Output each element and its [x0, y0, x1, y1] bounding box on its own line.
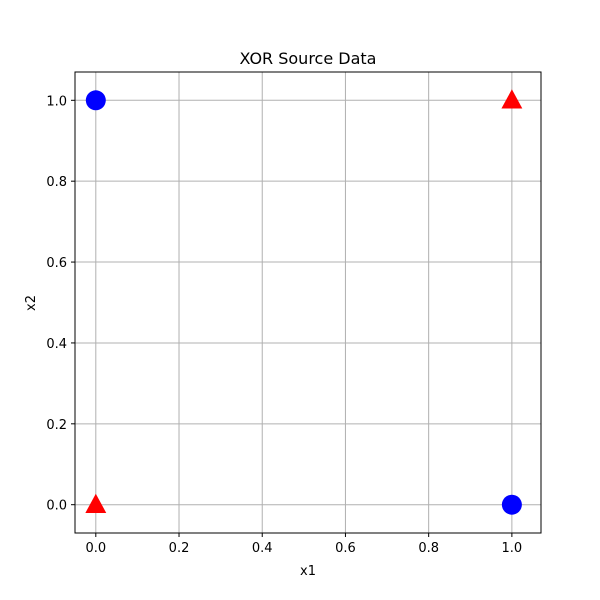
grid [75, 72, 541, 533]
x-tick-label: 0.4 [252, 541, 273, 556]
plot-frame [74, 71, 542, 534]
y-tick-label: 0.0 [46, 499, 67, 514]
blue-circle-point [85, 90, 106, 111]
y-axis-label: x2 [24, 295, 39, 311]
y-tick-label: 0.6 [46, 256, 67, 271]
y-tick-label: 0.8 [46, 175, 67, 190]
x-axis-label: x1 [300, 564, 316, 579]
red-triangle-point [85, 493, 107, 513]
red-triangle-point [501, 89, 523, 109]
ticks: 0.0 0.2 0.4 0.6 0.8 1.0 0.0 0.2 0.4 0.6 0.8 1.0 [46, 94, 522, 556]
x-tick-label: 1.0 [502, 541, 523, 556]
x-tick-label: 0.0 [85, 541, 106, 556]
y-tick-label: 0.2 [46, 418, 67, 433]
data-points [85, 89, 523, 515]
blue-circle-point [501, 494, 522, 515]
chart-title: XOR Source Data [240, 49, 377, 68]
x-tick-label: 0.8 [418, 541, 439, 556]
x-tick-label: 0.6 [335, 541, 356, 556]
y-tick-label: 0.4 [46, 337, 67, 352]
x-tick-label: 0.2 [169, 541, 190, 556]
y-tick-label: 1.0 [46, 94, 67, 109]
